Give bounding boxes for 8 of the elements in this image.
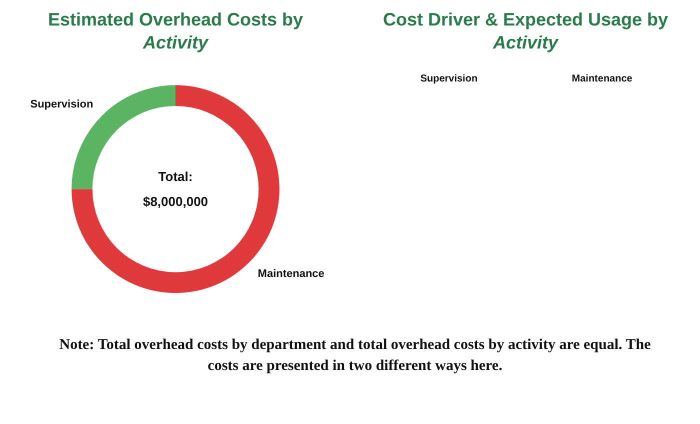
text: Total: $8,000,000	[142, 169, 208, 210]
slice-label: Maintenance	[258, 268, 324, 280]
category-label: Supervision	[420, 74, 478, 85]
category-label: Maintenance	[572, 74, 633, 85]
text: Note: Total overhead costs by department and total overhead costs by activity are equal. The costs are presented in two different ways here.	[58, 336, 652, 376]
chart-title: Estimated Overhead Costs by Activity	[48, 9, 304, 52]
text: Cost Driver & Expected Usage by Activity	[382, 9, 668, 52]
slice-label: Supervision	[30, 98, 94, 110]
